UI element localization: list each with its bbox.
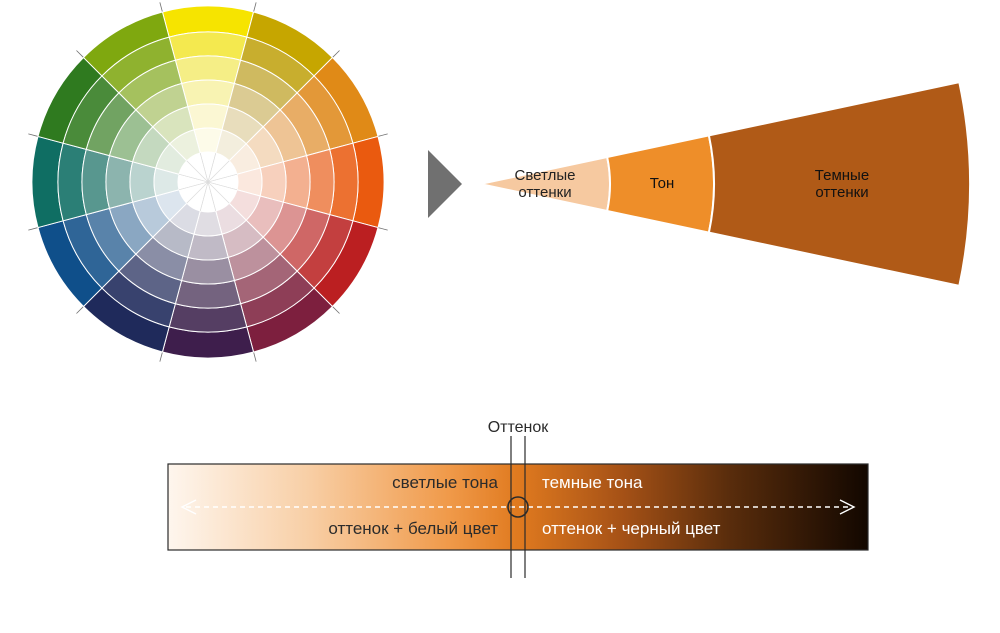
wedge-band-label: Темные — [815, 167, 869, 184]
bar-label: оттенок + белый цвет — [328, 519, 498, 538]
bar-label: темные тона — [542, 473, 643, 492]
wedge-band-label: Тон — [650, 175, 675, 192]
wedge-band-label: оттенки — [815, 184, 868, 201]
hue-label: Оттенок — [488, 419, 550, 436]
color-wheel — [28, 2, 387, 361]
bar-label: оттенок + черный цвет — [542, 519, 721, 538]
wedge-band-label: Светлые — [515, 167, 576, 184]
hue-wedge: СветлыеоттенкиТонТемныеоттенки — [480, 82, 970, 286]
tint-shade-bar: Оттенок светлые тона оттенок + белый цвет т… — [168, 419, 868, 578]
wedge-band-label: оттенки — [518, 184, 571, 201]
bar-label: светлые тона — [392, 473, 498, 492]
arrow-icon — [428, 150, 462, 218]
